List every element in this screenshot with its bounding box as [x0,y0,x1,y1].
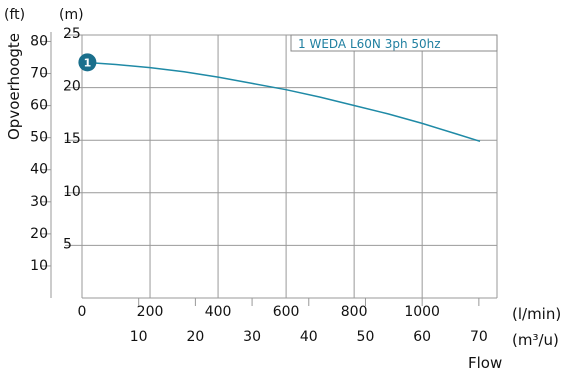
x-tick-label-m3h: 40 [300,329,318,345]
x-tick-label-lmin: 800 [341,304,368,320]
x-tick-label-m3h: 50 [357,329,375,345]
y-tick-label-m: 5 [63,236,72,252]
legend-entry-1: 1 WEDA L60N 3ph 50hz [298,37,441,51]
y-tick-label-m: 25 [63,26,81,42]
grid [82,34,498,298]
x-tick-label-m3h: 10 [130,329,148,345]
y-tick-label-ft: 70 [30,66,48,82]
x-ticks-lmin: 0 200 400 600 800 1000 [78,304,440,320]
y-tick-label-m: 15 [63,131,81,147]
y-tick-label-ft: 30 [30,194,48,210]
x-tick-label-lmin: 200 [137,304,164,320]
x-tick-label-lmin: 0 [78,304,87,320]
x-tick-label-m3h: 60 [413,329,431,345]
y-tick-label-ft: 50 [30,130,48,146]
y-ticks-m: 5 10 15 20 25 [63,26,82,252]
x-ticks-m3h: 10 20 30 40 50 60 70 [130,298,488,345]
legend-box [290,34,498,52]
y-tick-label-m: 10 [63,184,81,200]
unit-label-m3h: (m³/u) [512,331,559,349]
unit-label-m: (m) [59,7,84,23]
x-tick-label-m3h: 70 [470,329,488,345]
series-marker-1 [78,53,97,72]
y-tick-label-ft: 40 [30,162,48,178]
x-tick-label-lmin: 400 [205,304,232,320]
series-marker-label-1: 1 [84,56,92,69]
y-tick-label-ft: 60 [30,98,48,114]
series-group: 1 [78,53,481,143]
series-line-1 [85,61,481,143]
y-ticks-ft: 10 20 30 40 50 60 70 80 [30,33,51,274]
x-tick-label-m3h: 30 [243,329,261,345]
axes [50,32,497,299]
legend: 1 WEDA L60N 3ph 50hz [290,34,498,52]
y-tick-label-ft: 20 [30,226,48,242]
x-tick-label-m3h: 20 [186,329,204,345]
unit-label-ft: (ft) [4,7,25,23]
y-axis-title: Opvoerhoogte [5,33,23,140]
x-axis-title: Flow [468,354,502,372]
unit-label-lmin: (l/min) [512,305,561,323]
x-tick-label-lmin: 1000 [404,304,440,320]
y-tick-label-ft: 10 [30,258,48,274]
y-tick-label-m: 20 [63,79,81,95]
y-tick-label-ft: 80 [30,33,48,49]
x-tick-label-lmin: 600 [273,304,300,320]
